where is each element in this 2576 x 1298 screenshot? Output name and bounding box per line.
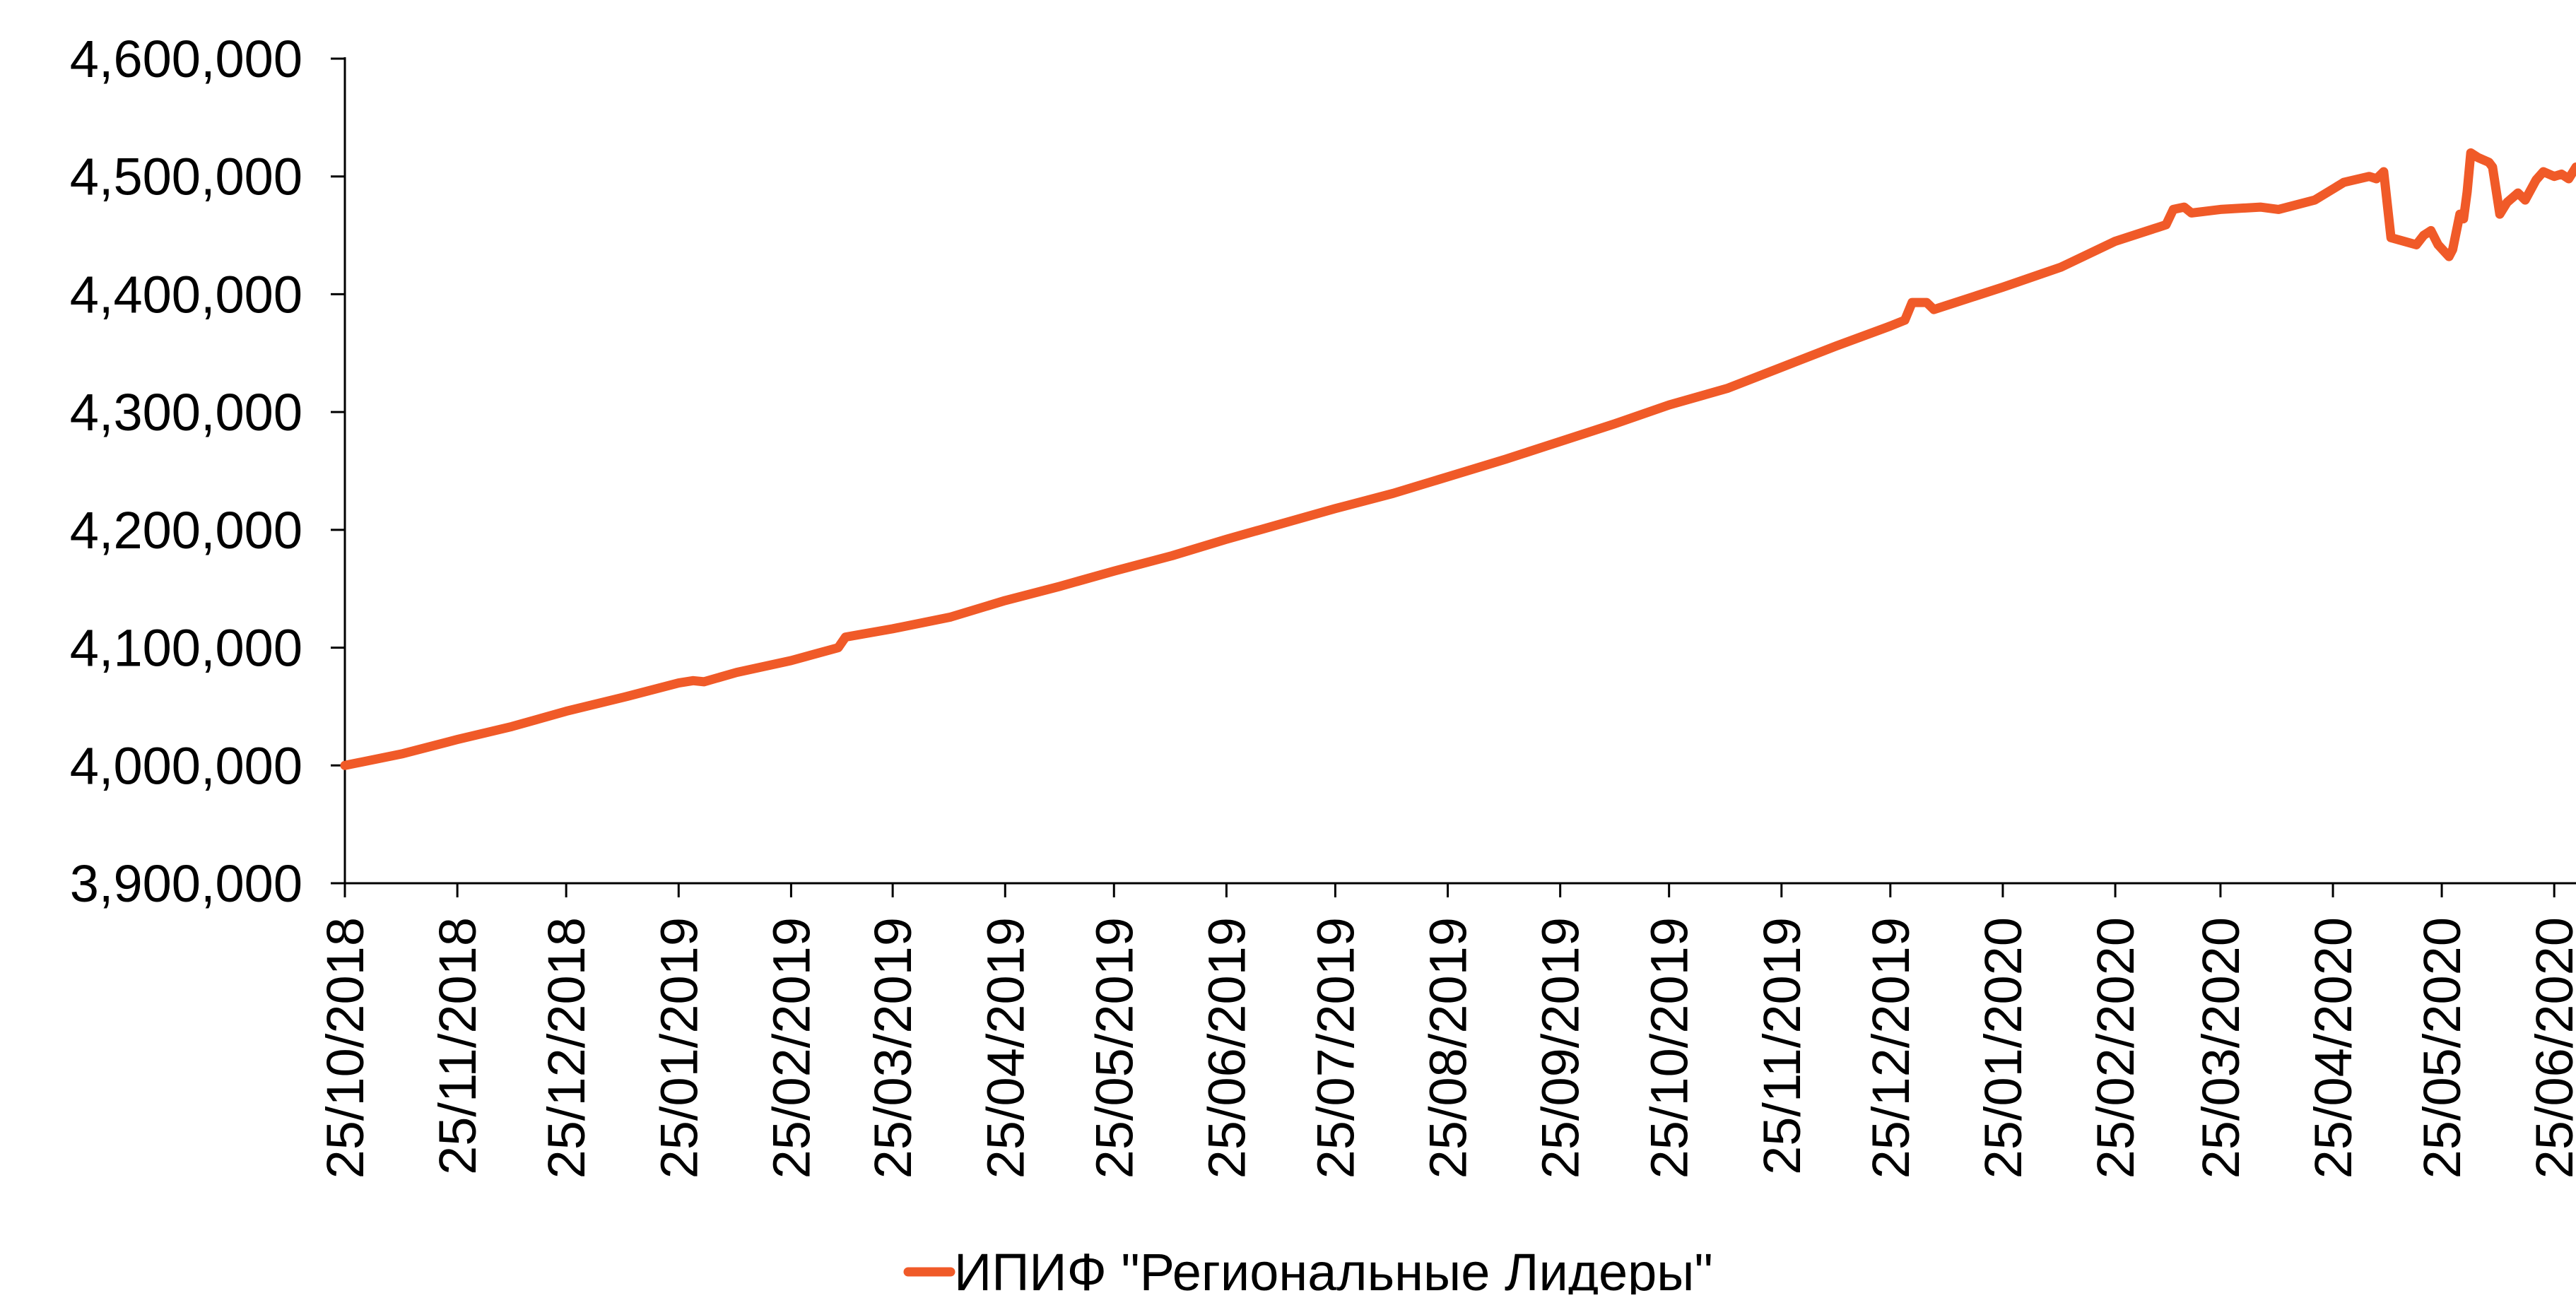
- x-tick-label: 25/01/2020: [1974, 917, 2033, 1179]
- x-tick-label: 25/06/2020: [2525, 917, 2576, 1179]
- x-tick-label: 25/06/2019: [1197, 917, 1256, 1179]
- x-tick-label: 25/05/2020: [2413, 917, 2471, 1179]
- x-tick-label: 25/02/2019: [762, 917, 821, 1179]
- y-tick-label: 4,500,000: [70, 148, 302, 206]
- y-tick-label: 4,300,000: [70, 383, 302, 442]
- axes: [343, 57, 2576, 885]
- x-tick-label: 25/11/2019: [1753, 917, 1811, 1175]
- x-tick-label: 25/07/2019: [1306, 917, 1365, 1179]
- y-tick-label: 3,900,000: [70, 854, 302, 913]
- x-tick-label: 25/01/2019: [649, 917, 708, 1179]
- x-tick-label: 25/04/2020: [2304, 917, 2363, 1179]
- x-tick-label: 25/04/2019: [976, 917, 1035, 1179]
- y-axis-ticks: 3,900,000 4,000,000 4,100,000 4,200,000 4,30…: [70, 30, 345, 913]
- series-line: [340, 148, 2576, 770]
- x-tick-label: 25/03/2020: [2192, 917, 2250, 1179]
- x-tick-label: 25/11/2018: [428, 917, 487, 1175]
- x-tick-label: 25/10/2018: [316, 917, 375, 1179]
- x-tick-label: 25/05/2019: [1085, 917, 1143, 1179]
- x-axis-ticks: 25/10/2018 25/11/2018 25/12/2018 25/01/2019…: [316, 883, 2576, 1179]
- x-tick-label: 25/09/2019: [1531, 917, 1590, 1179]
- y-tick-label: 4,600,000: [70, 30, 302, 88]
- x-tick-label: 25/10/2019: [1640, 917, 1699, 1179]
- x-tick-label: 25/12/2019: [1862, 917, 1920, 1179]
- x-tick-label: 25/08/2019: [1419, 917, 1478, 1179]
- legend: ИПИФ "Региональные Лидеры": [903, 1243, 1713, 1298]
- y-tick-label: 4,200,000: [70, 501, 302, 560]
- y-tick-label: 4,400,000: [70, 265, 302, 324]
- legend-label: ИПИФ "Региональные Лидеры": [954, 1243, 1713, 1294]
- series-lines: [340, 148, 2576, 770]
- x-tick-label: 25/03/2019: [864, 917, 922, 1179]
- y-tick-label: 4,000,000: [70, 736, 302, 795]
- x-tick-label: 25/02/2020: [2086, 917, 2145, 1179]
- y-tick-label: 4,100,000: [70, 619, 302, 678]
- x-tick-label: 25/12/2018: [537, 917, 596, 1179]
